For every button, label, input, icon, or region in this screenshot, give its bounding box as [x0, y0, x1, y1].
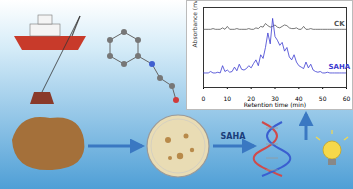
svg-text:SAHA: SAHA [221, 132, 247, 141]
svg-text:30: 30 [271, 94, 279, 102]
svg-text:20: 20 [247, 94, 255, 102]
svg-text:40: 40 [295, 94, 303, 102]
svg-text:SAHA: SAHA [328, 63, 350, 71]
svg-text:Retention time (min): Retention time (min) [244, 101, 306, 108]
svg-text:Absorbance (mAU): Absorbance (mAU) [191, 1, 198, 48]
svg-text:10: 10 [224, 95, 232, 102]
svg-text:50: 50 [319, 95, 327, 102]
svg-text:60: 60 [343, 95, 351, 102]
svg-text:CK: CK [334, 20, 345, 28]
svg-text:0: 0 [202, 95, 206, 102]
